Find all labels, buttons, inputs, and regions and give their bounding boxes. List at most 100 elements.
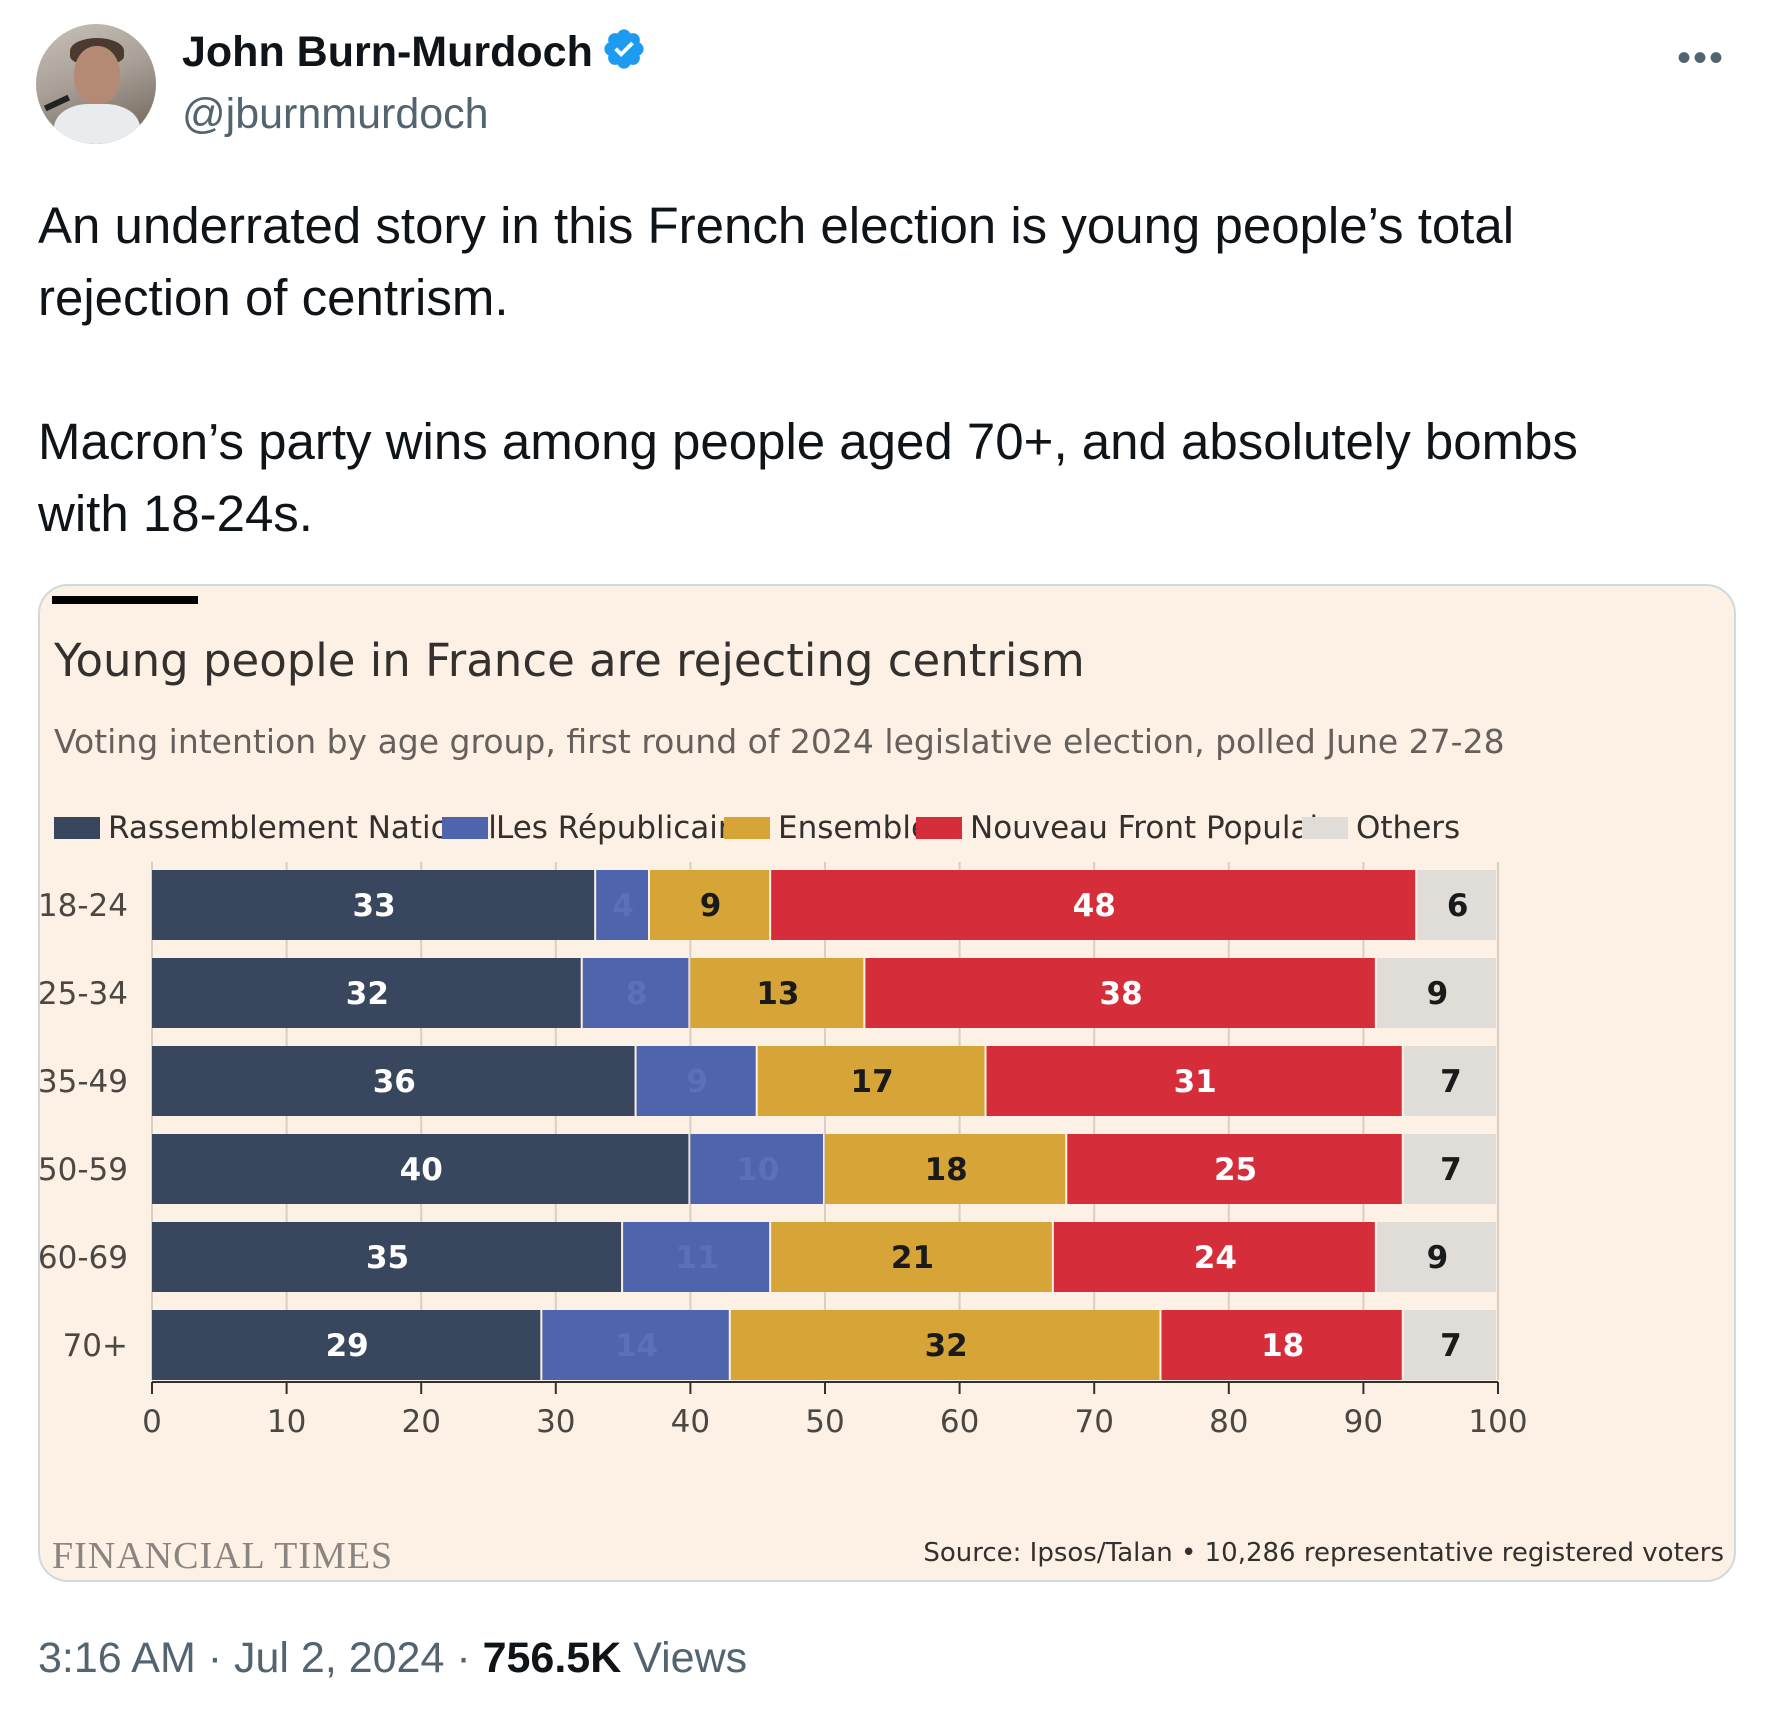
bar-segment bbox=[152, 1310, 541, 1380]
data-label: 21 bbox=[891, 1240, 934, 1276]
legend-label: Nouveau Front Populaire bbox=[970, 810, 1350, 846]
bar-segment bbox=[1403, 1310, 1496, 1380]
category-label: 18-24 bbox=[40, 888, 128, 924]
legend-swatch bbox=[1302, 817, 1348, 839]
data-label: 38 bbox=[1100, 976, 1143, 1012]
data-label: 36 bbox=[373, 1064, 416, 1100]
data-label: 10 bbox=[736, 1152, 779, 1188]
data-label: 18 bbox=[1261, 1328, 1304, 1364]
category-label: 50-59 bbox=[40, 1152, 128, 1188]
data-label: 24 bbox=[1194, 1240, 1237, 1276]
category-label: 35-49 bbox=[40, 1064, 128, 1100]
legend-label: Les Républicains bbox=[496, 810, 754, 846]
chart-subtitle: Voting intention by age group, first rou… bbox=[54, 722, 1505, 761]
bar-segment bbox=[1376, 1222, 1496, 1292]
chart-source: Source: Ipsos/Talan • 10,286 representat… bbox=[923, 1538, 1724, 1568]
chart-title: Young people in France are rejecting cen… bbox=[54, 634, 1085, 687]
data-label: 7 bbox=[1440, 1152, 1462, 1188]
legend-swatch bbox=[916, 817, 962, 839]
bar-segment bbox=[986, 1046, 1402, 1116]
data-label: 48 bbox=[1073, 888, 1116, 924]
tweet-time[interactable]: 3:16 AM bbox=[38, 1634, 196, 1682]
views-count: 756.5K bbox=[482, 1634, 622, 1682]
legend-swatch bbox=[724, 817, 770, 839]
bar-segment bbox=[1053, 1222, 1375, 1292]
bar-segment bbox=[623, 1222, 770, 1292]
author-handle[interactable]: @jburnmurdoch bbox=[182, 90, 489, 138]
data-label: 9 bbox=[1427, 976, 1449, 1012]
bar-segment bbox=[152, 1046, 635, 1116]
x-tick-label: 10 bbox=[267, 1404, 306, 1440]
data-label: 14 bbox=[615, 1328, 658, 1364]
bar-segment bbox=[1161, 1310, 1402, 1380]
bar-segment bbox=[690, 1134, 823, 1204]
legend-label: Ensemble bbox=[778, 810, 931, 846]
bar-segment bbox=[757, 1046, 985, 1116]
more-options-icon[interactable]: ••• bbox=[1676, 36, 1725, 80]
data-label: 9 bbox=[1427, 1240, 1449, 1276]
x-tick-label: 70 bbox=[1074, 1404, 1113, 1440]
bar-segment bbox=[1403, 1134, 1496, 1204]
data-label: 29 bbox=[326, 1328, 369, 1364]
data-label: 32 bbox=[346, 976, 389, 1012]
category-label: 70+ bbox=[63, 1328, 128, 1364]
data-label: 9 bbox=[700, 888, 722, 924]
legend-item: Ensemble bbox=[724, 806, 930, 850]
bar-segment bbox=[650, 870, 770, 940]
separator-dot: · bbox=[195, 1634, 234, 1682]
bar-segment bbox=[865, 958, 1375, 1028]
chart-image-card[interactable]: Young people in France are rejecting cen… bbox=[38, 584, 1736, 1582]
author-name-text[interactable]: John Burn-Murdoch bbox=[182, 28, 593, 76]
bar-segment bbox=[730, 1310, 1160, 1380]
bar-segment bbox=[152, 958, 581, 1028]
x-tick-label: 80 bbox=[1209, 1404, 1248, 1440]
bar-segment bbox=[1417, 870, 1496, 940]
data-label: 13 bbox=[756, 976, 799, 1012]
x-tick-label: 40 bbox=[671, 1404, 710, 1440]
bar-segment bbox=[636, 1046, 756, 1116]
x-tick-label: 20 bbox=[401, 1404, 440, 1440]
author-avatar[interactable] bbox=[36, 24, 156, 144]
x-tick-label: 50 bbox=[805, 1404, 844, 1440]
stacked-bar-chart: 18-24 33 4 9 48 6 25-34 32 8 13 38 9 35-49 36 9 17 31 7 50… bbox=[40, 862, 1528, 1440]
bar-segment bbox=[1376, 958, 1496, 1028]
views-label: Views bbox=[633, 1634, 748, 1682]
data-label: 9 bbox=[686, 1064, 708, 1100]
data-label: 40 bbox=[400, 1152, 443, 1188]
avatar-shirt bbox=[54, 104, 140, 144]
bar-segment bbox=[771, 1222, 1052, 1292]
data-label: 18 bbox=[925, 1152, 968, 1188]
category-label: 25-34 bbox=[40, 976, 128, 1012]
x-tick-label: 60 bbox=[940, 1404, 979, 1440]
x-tick-label: 0 bbox=[142, 1404, 162, 1440]
data-label: 11 bbox=[676, 1240, 719, 1276]
bar-segment bbox=[582, 958, 689, 1028]
verified-badge-icon bbox=[604, 29, 644, 69]
data-label: 4 bbox=[612, 888, 634, 924]
data-label: 6 bbox=[1447, 888, 1469, 924]
data-label: 32 bbox=[925, 1328, 968, 1364]
data-label: 8 bbox=[626, 976, 648, 1012]
data-label: 7 bbox=[1440, 1064, 1462, 1100]
author-name[interactable]: John Burn-Murdoch bbox=[182, 26, 647, 78]
bar-segment bbox=[690, 958, 864, 1028]
legend-item: Les Républicains bbox=[442, 806, 754, 850]
data-label: 35 bbox=[366, 1240, 409, 1276]
data-label: 33 bbox=[353, 888, 396, 924]
legend-item: Rassemblement National bbox=[54, 806, 497, 850]
bar-segment bbox=[152, 1134, 689, 1204]
bar-segment bbox=[1067, 1134, 1402, 1204]
x-tick-label: 90 bbox=[1344, 1404, 1383, 1440]
avatar-face bbox=[74, 46, 120, 104]
ft-top-rule bbox=[52, 596, 198, 604]
data-label: 31 bbox=[1174, 1064, 1217, 1100]
x-tick-label: 30 bbox=[536, 1404, 575, 1440]
tweet-date[interactable]: Jul 2, 2024 bbox=[233, 1634, 445, 1682]
bar-segment bbox=[152, 870, 595, 940]
legend-swatch bbox=[54, 817, 100, 839]
legend-label: Rassemblement National bbox=[108, 810, 497, 846]
tweet-meta: 3:16 AM · Jul 2, 2024 · 756.5K Views bbox=[38, 1634, 747, 1683]
tweet-text: An underrated story in this French elect… bbox=[38, 197, 1578, 542]
bar-segment bbox=[596, 870, 649, 940]
legend-swatch bbox=[442, 817, 488, 839]
